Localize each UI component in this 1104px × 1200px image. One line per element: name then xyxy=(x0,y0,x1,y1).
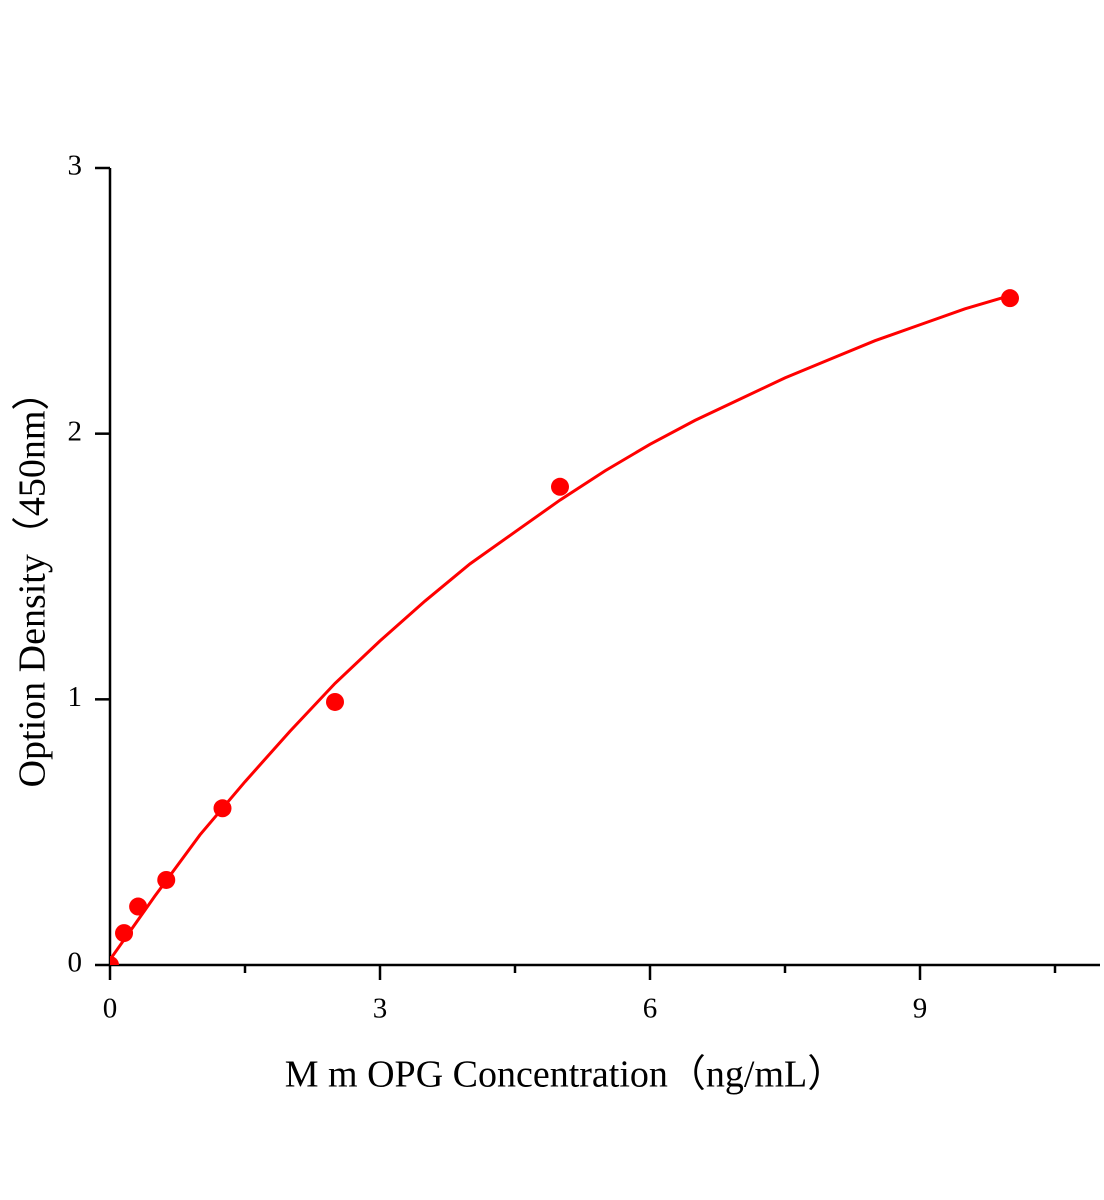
x-tick-label: 0 xyxy=(103,993,118,1025)
x-axis-title: M m OPG Concentration（ng/mL） xyxy=(285,1054,845,1096)
x-tick-label: 6 xyxy=(643,993,658,1025)
y-axis-title: Option Density（450nm） xyxy=(12,373,54,788)
data-point xyxy=(115,924,134,943)
y-tick-label: 1 xyxy=(68,681,83,713)
data-point xyxy=(551,477,569,496)
plot-area xyxy=(110,289,1019,965)
data-point xyxy=(1001,289,1019,308)
y-tick-label: 2 xyxy=(68,415,83,447)
fit-curve xyxy=(110,294,1011,961)
y-tick-label: 3 xyxy=(68,150,83,182)
x-tick-label: 9 xyxy=(913,993,928,1025)
x-tick-label: 3 xyxy=(373,993,388,1025)
data-point xyxy=(326,692,344,711)
y-tick-label: 0 xyxy=(68,947,83,979)
